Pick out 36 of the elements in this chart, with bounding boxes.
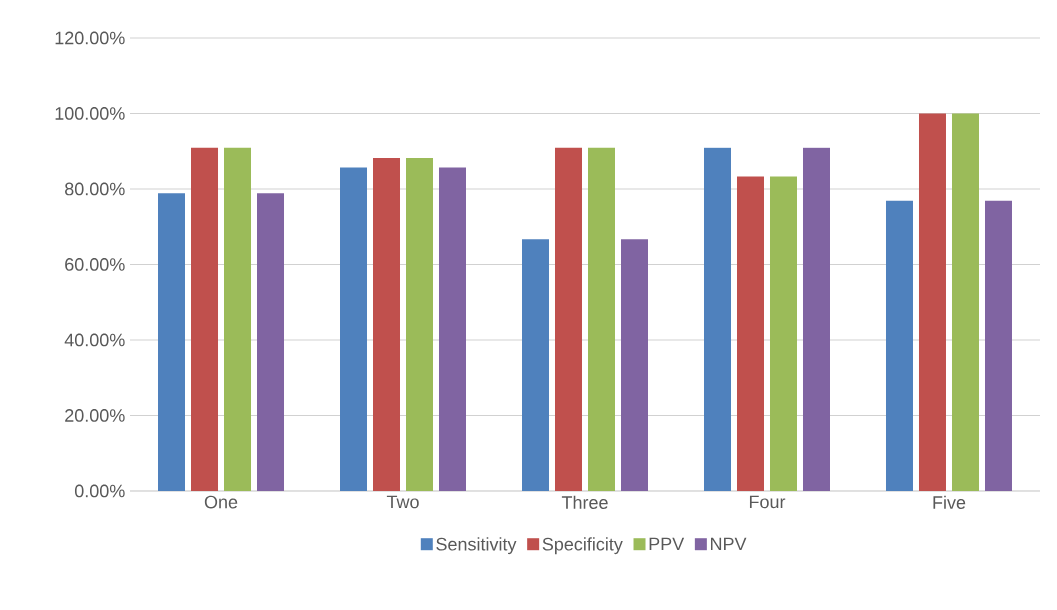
y-tick-label: 0.00% xyxy=(74,484,125,498)
y-tick-label: 20.00% xyxy=(65,409,125,422)
y-tick-label: 60.00% xyxy=(65,258,125,271)
legend-label: PPV xyxy=(649,537,685,551)
bar xyxy=(621,239,648,491)
bar xyxy=(704,147,731,491)
bar xyxy=(951,113,979,491)
x-tick-label: One xyxy=(204,495,238,509)
x-tick-label: Four xyxy=(749,495,786,509)
bar xyxy=(257,193,285,491)
bar xyxy=(224,147,252,491)
x-tick-label: Five xyxy=(933,495,966,509)
bar xyxy=(191,147,219,491)
y-tick-label: 40.00% xyxy=(64,333,125,347)
y-tick-label: 100.00% xyxy=(55,107,125,120)
x-tick-label: Two xyxy=(386,495,419,509)
bar xyxy=(373,158,400,491)
bar xyxy=(985,200,1012,491)
bar xyxy=(769,176,797,491)
y-tick-label: 80.00% xyxy=(65,182,125,196)
bar xyxy=(588,147,615,491)
bar xyxy=(919,113,946,491)
bar xyxy=(522,239,549,491)
legend-label: NPV xyxy=(711,537,747,551)
legend-label: Specificity xyxy=(542,537,623,555)
legend-label: Sensitivity xyxy=(436,537,517,555)
y-tick-label: 120.00% xyxy=(55,31,125,45)
bar xyxy=(439,167,466,491)
x-tick-label: Three xyxy=(561,495,608,509)
bar xyxy=(803,147,830,491)
bar xyxy=(885,200,913,491)
bar xyxy=(555,147,582,491)
bar xyxy=(340,167,367,491)
bar xyxy=(737,176,764,491)
bar xyxy=(158,193,186,491)
bar xyxy=(406,158,433,491)
